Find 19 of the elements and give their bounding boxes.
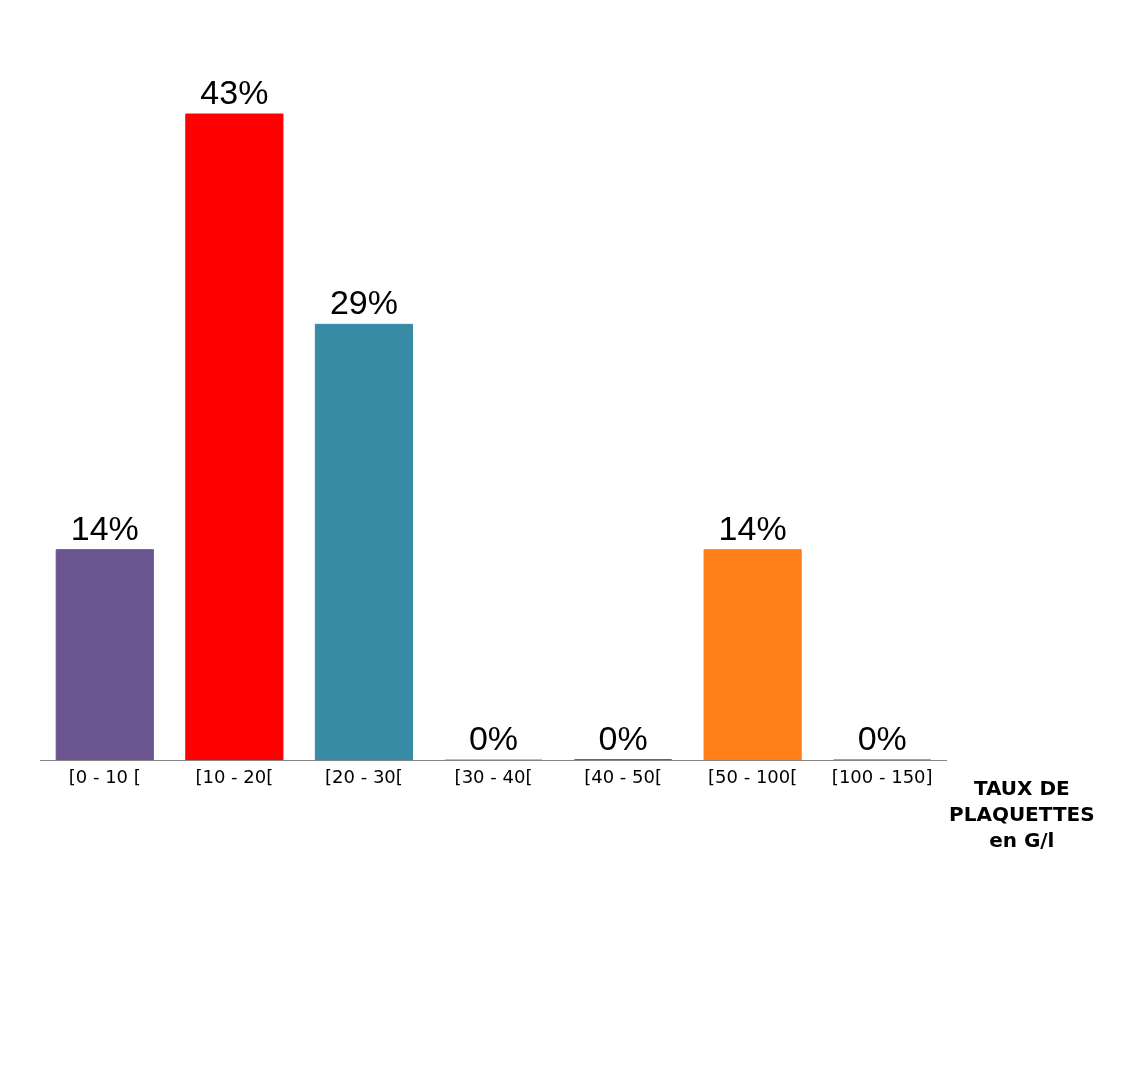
x-tick-label: [0 - 10 [ [68, 765, 141, 787]
data-label: 14% [718, 508, 787, 547]
x-axis-title: TAUX DE PLAQUETTES en G/l [949, 776, 1095, 852]
bar [55, 549, 154, 760]
x-tick-label: [10 - 20[ [195, 765, 274, 787]
data-label: 0% [598, 719, 648, 757]
data-label: 29% [329, 283, 398, 322]
bar [185, 113, 284, 760]
x-tick-label: [20 - 30[ [325, 765, 403, 787]
x-tick-label: [40 - 50[ [584, 765, 662, 787]
data-label: 0% [468, 719, 519, 757]
bar [314, 323, 414, 760]
bar [703, 549, 802, 760]
data-label: 14% [70, 508, 139, 547]
data-label: 0% [857, 719, 907, 757]
x-tick-label: [30 - 40[ [454, 765, 533, 787]
data-label: 43% [200, 73, 269, 111]
x-tick-label: [50 - 100[ [708, 765, 798, 787]
x-tick-label: [100 - 150] [831, 765, 933, 787]
